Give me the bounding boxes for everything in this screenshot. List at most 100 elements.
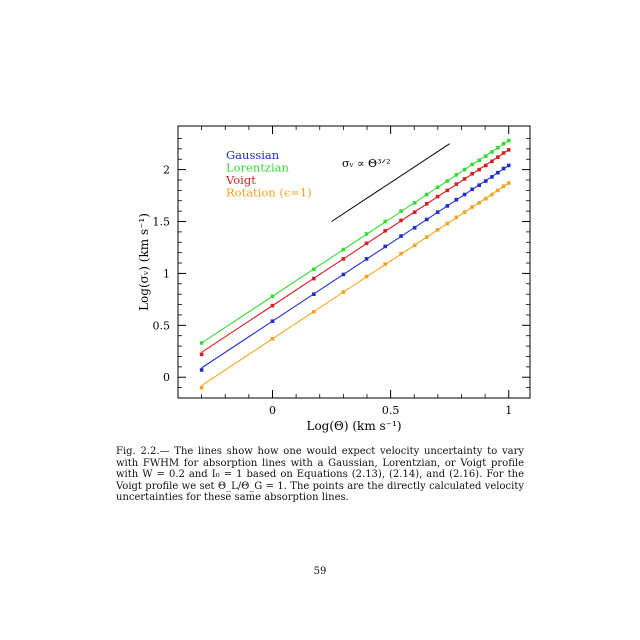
data-point — [270, 337, 275, 341]
data-point — [445, 188, 450, 193]
data-point — [506, 148, 511, 152]
data-point — [399, 251, 403, 256]
annotation-slope-line — [331, 143, 450, 222]
data-point — [477, 158, 482, 163]
data-point — [506, 181, 511, 185]
data-point — [412, 225, 417, 230]
data-point — [470, 171, 474, 176]
x-tick-label: 0.5 — [382, 404, 400, 417]
data-point — [341, 247, 346, 252]
page-number: 59 — [313, 566, 327, 577]
caption-label: Fig. 2.2.— — [116, 446, 170, 457]
chart-svg: 0 0.5 1 0 0.5 1 1.5 2 Log(Θ) (km s⁻¹) Log(σᵥ) (km… — [137, 125, 531, 433]
data-point — [501, 184, 506, 189]
data-point — [341, 257, 346, 261]
data-point — [364, 232, 369, 236]
data-point — [496, 146, 500, 150]
legend-entry: Voigt — [225, 173, 256, 187]
data-point — [496, 170, 500, 175]
data-point — [477, 167, 482, 172]
data-point — [435, 228, 440, 232]
data-point — [445, 204, 450, 208]
data-point — [435, 194, 440, 199]
data-point — [501, 166, 506, 171]
data-point — [424, 192, 429, 197]
y-tick-label: 0 — [163, 371, 170, 384]
data-point — [364, 274, 369, 279]
data-point — [412, 201, 417, 205]
data-point — [506, 163, 511, 168]
data-point — [364, 257, 369, 261]
data-point — [477, 183, 482, 187]
annotation-label: σᵥ ∝ Θ³ᐟ² — [342, 157, 391, 170]
data-point — [399, 209, 403, 213]
data-point — [341, 272, 346, 277]
data-point — [199, 341, 204, 345]
caption-text: The lines show how one would expect velo… — [116, 446, 524, 504]
data-point — [383, 262, 387, 266]
y-axis-label: Log(σᵥ) (km s⁻¹) — [137, 213, 151, 311]
data-point — [490, 175, 494, 179]
data-point — [445, 179, 450, 183]
data-point — [477, 201, 482, 205]
data-point — [470, 187, 474, 192]
data-point — [484, 154, 488, 158]
y-tick-label: 2 — [163, 164, 170, 177]
x-tick-label: 0 — [269, 404, 276, 417]
data-point — [364, 241, 369, 246]
data-point — [424, 235, 429, 239]
legend-entry: Gaussian — [226, 148, 280, 162]
x-axis-label: Log(Θ) (km s⁻¹) — [306, 419, 401, 433]
data-point — [454, 172, 459, 177]
data-point — [470, 205, 474, 209]
data-point — [484, 196, 488, 201]
data-point — [383, 229, 387, 233]
data-point — [424, 202, 429, 206]
data-point — [435, 210, 440, 214]
data-point — [270, 303, 275, 308]
data-point — [462, 210, 467, 214]
data-point — [470, 162, 474, 167]
data-point — [341, 290, 346, 294]
data-point — [312, 276, 316, 281]
data-point — [199, 368, 204, 372]
data-point — [454, 182, 459, 186]
data-point — [454, 215, 459, 220]
x-tick-label: 1 — [505, 404, 512, 417]
data-point — [490, 192, 494, 197]
chart-figure: 0 0.5 1 0 0.5 1 1.5 2 Log(Θ) (km s⁻¹) Log(σᵥ) (km… — [137, 125, 531, 433]
data-point — [399, 234, 403, 238]
data-point — [490, 150, 494, 154]
data-point — [462, 167, 467, 172]
series-line-3 — [201, 182, 510, 387]
data-point — [462, 177, 467, 181]
data-point — [454, 197, 459, 202]
y-tick-label: 1.5 — [153, 216, 171, 229]
data-point — [424, 217, 429, 222]
data-point — [445, 221, 450, 226]
data-point — [484, 179, 488, 183]
data-point — [270, 319, 275, 323]
data-point — [490, 159, 494, 164]
y-tick-label: 1 — [163, 267, 170, 280]
data-point — [501, 151, 506, 155]
plot-frame — [177, 125, 531, 399]
data-point — [312, 310, 316, 314]
data-point — [399, 218, 403, 223]
legend-entry: Lorentzian — [226, 161, 289, 175]
data-point — [501, 141, 506, 146]
data-point — [383, 244, 387, 249]
data-point — [435, 185, 440, 190]
data-point — [496, 188, 500, 193]
data-point — [199, 352, 204, 357]
data-point — [199, 385, 204, 390]
data-point — [412, 243, 417, 248]
data-point — [270, 294, 275, 299]
data-point — [383, 219, 387, 224]
data-point — [496, 155, 500, 159]
data-point — [506, 138, 511, 143]
figure-caption: Fig. 2.2.— The lines show how one would … — [116, 446, 524, 504]
data-point — [312, 267, 316, 272]
data-point — [462, 192, 467, 197]
data-point — [312, 292, 316, 296]
